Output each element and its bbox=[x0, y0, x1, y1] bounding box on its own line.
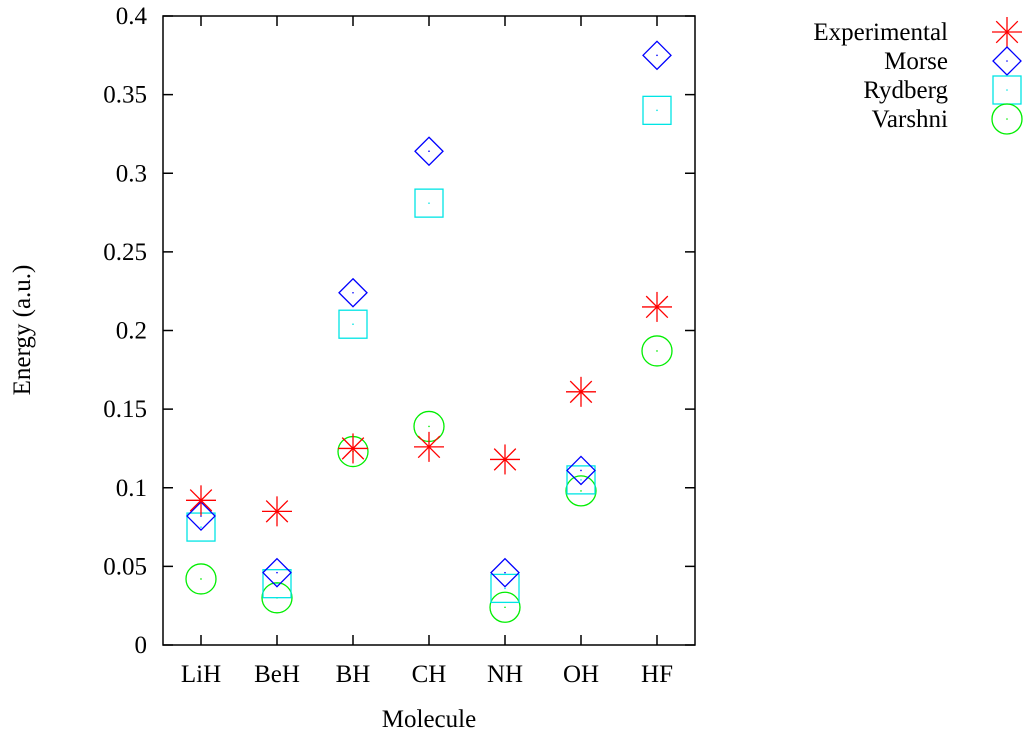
legend-marker-square-icon bbox=[992, 75, 1022, 105]
legend-label: Experimental bbox=[813, 19, 948, 46]
legend-marker-asterisk-icon bbox=[992, 17, 1022, 47]
rydberg-point bbox=[414, 188, 444, 218]
rydberg-point bbox=[566, 465, 596, 495]
y-tick-label: 0.15 bbox=[103, 396, 147, 423]
plot-frame bbox=[162, 15, 696, 646]
rydberg-point bbox=[490, 573, 520, 604]
y-tick-label: 0.35 bbox=[103, 82, 147, 109]
legend-label: Rydberg bbox=[863, 77, 948, 104]
x-tick-label: LiH bbox=[181, 661, 221, 688]
data-points bbox=[185, 40, 673, 623]
legend-marker-diamond-icon bbox=[992, 46, 1022, 76]
y-tick-label: 0.1 bbox=[116, 475, 147, 502]
x-tick-label: OH bbox=[563, 661, 599, 688]
x-axis-title: Molecule bbox=[382, 706, 476, 733]
experimental-point bbox=[566, 376, 596, 407]
experimental-point bbox=[186, 485, 216, 516]
rydberg-point bbox=[262, 569, 292, 599]
series-varshni bbox=[185, 335, 673, 623]
x-tick-label: BH bbox=[336, 661, 371, 688]
y-tick-label: 0.3 bbox=[116, 160, 147, 187]
y-tick-label: 0.2 bbox=[116, 318, 147, 345]
x-tick-label: HF bbox=[641, 661, 673, 688]
morse-point bbox=[338, 277, 368, 308]
legend-label: Morse bbox=[884, 48, 948, 75]
legend-label: Varshni bbox=[872, 106, 948, 133]
morse-point bbox=[490, 557, 520, 588]
y-axis: 0 0.05 0.1 0.15 0.2 0.25 0.3 0.35 0.4 bbox=[103, 3, 695, 659]
morse-point bbox=[566, 455, 596, 486]
x-axis: LiH BeH BH CH NH OH HF bbox=[181, 16, 673, 688]
y-tick-label: 0.4 bbox=[116, 3, 148, 30]
morse-point bbox=[642, 40, 672, 71]
x-tick-label: NH bbox=[487, 661, 523, 688]
rydberg-point bbox=[338, 309, 368, 339]
y-tick-label: 0.05 bbox=[103, 553, 147, 580]
series-rydberg bbox=[186, 95, 672, 604]
morse-point bbox=[186, 501, 216, 531]
morse-point bbox=[262, 557, 292, 588]
experimental-point bbox=[642, 291, 672, 322]
y-tick-label: 0.25 bbox=[103, 239, 147, 266]
experimental-point bbox=[490, 444, 520, 475]
experimental-point bbox=[262, 496, 292, 527]
series-morse bbox=[186, 40, 672, 588]
series-experimental bbox=[186, 291, 672, 527]
experimental-point bbox=[338, 433, 368, 464]
varshni-point bbox=[565, 475, 597, 507]
y-axis-title: Energy (a.u.) bbox=[9, 265, 36, 396]
legend-marker-circle-icon bbox=[991, 103, 1023, 135]
x-tick-label: BeH bbox=[254, 661, 300, 688]
experimental-point bbox=[414, 431, 444, 462]
x-tick-label: CH bbox=[412, 661, 447, 688]
rydberg-point bbox=[186, 512, 216, 542]
varshni-point bbox=[185, 563, 217, 595]
varshni-point bbox=[641, 335, 673, 367]
morse-point bbox=[414, 136, 444, 167]
y-tick-label: 0 bbox=[135, 632, 148, 659]
rydberg-point bbox=[642, 95, 672, 125]
varshni-point bbox=[489, 591, 521, 623]
